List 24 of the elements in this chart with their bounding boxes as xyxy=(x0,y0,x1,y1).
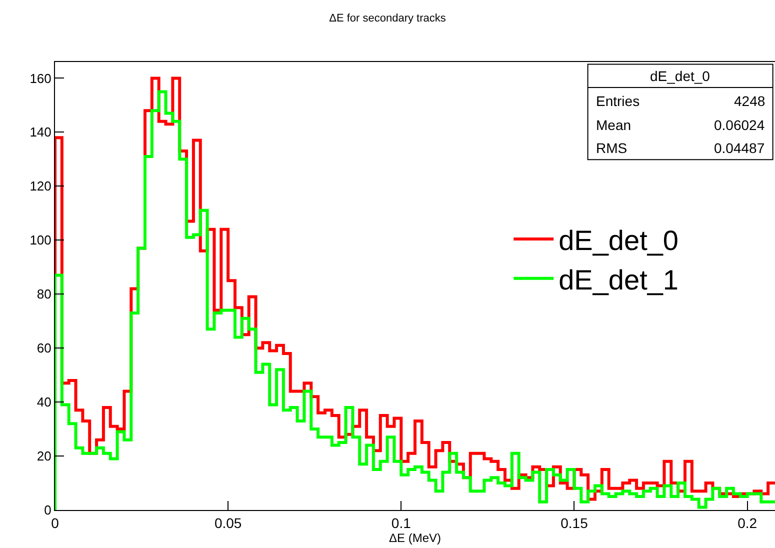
annotation: 0.06024 xyxy=(714,117,765,133)
x-tick-label: 0.1 xyxy=(391,514,412,531)
y-tick-label: 120 xyxy=(30,178,52,194)
annotation: 4248 xyxy=(734,93,766,109)
y-tick-label: 0 xyxy=(44,502,52,518)
annotation: dE_det_0 xyxy=(650,68,710,84)
legend-label: dE_det_1 xyxy=(558,264,678,296)
chart-title: ΔE for secondary tracks xyxy=(329,12,446,24)
y-tick-label: 60 xyxy=(36,340,52,356)
legend-label: dE_det_0 xyxy=(558,224,678,256)
y-tick-label: 160 xyxy=(30,70,52,86)
annotation: RMS xyxy=(596,140,628,156)
y-tick-label: 140 xyxy=(30,124,52,140)
x-tick-label: 0.2 xyxy=(738,514,758,531)
x-tick-label: 0.05 xyxy=(214,514,242,531)
y-tick-label: 80 xyxy=(36,286,52,302)
y-tick-label: 100 xyxy=(30,232,52,248)
annotation: Entries xyxy=(596,93,640,109)
x-axis-title: ΔE (MeV) xyxy=(388,530,442,545)
annotation: Mean xyxy=(596,117,632,133)
annotation: 0.04487 xyxy=(714,140,765,156)
x-tick-label: 0.15 xyxy=(560,514,588,531)
y-tick-label: 20 xyxy=(36,448,52,464)
y-tick-label: 40 xyxy=(36,394,52,410)
